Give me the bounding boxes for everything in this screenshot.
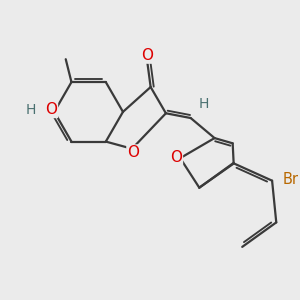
Text: O: O <box>127 145 139 160</box>
Text: O: O <box>170 150 182 165</box>
Text: Br: Br <box>282 172 298 187</box>
Text: H: H <box>199 97 209 111</box>
Text: O: O <box>141 48 153 63</box>
Text: H: H <box>25 103 36 117</box>
Text: O: O <box>45 102 57 117</box>
